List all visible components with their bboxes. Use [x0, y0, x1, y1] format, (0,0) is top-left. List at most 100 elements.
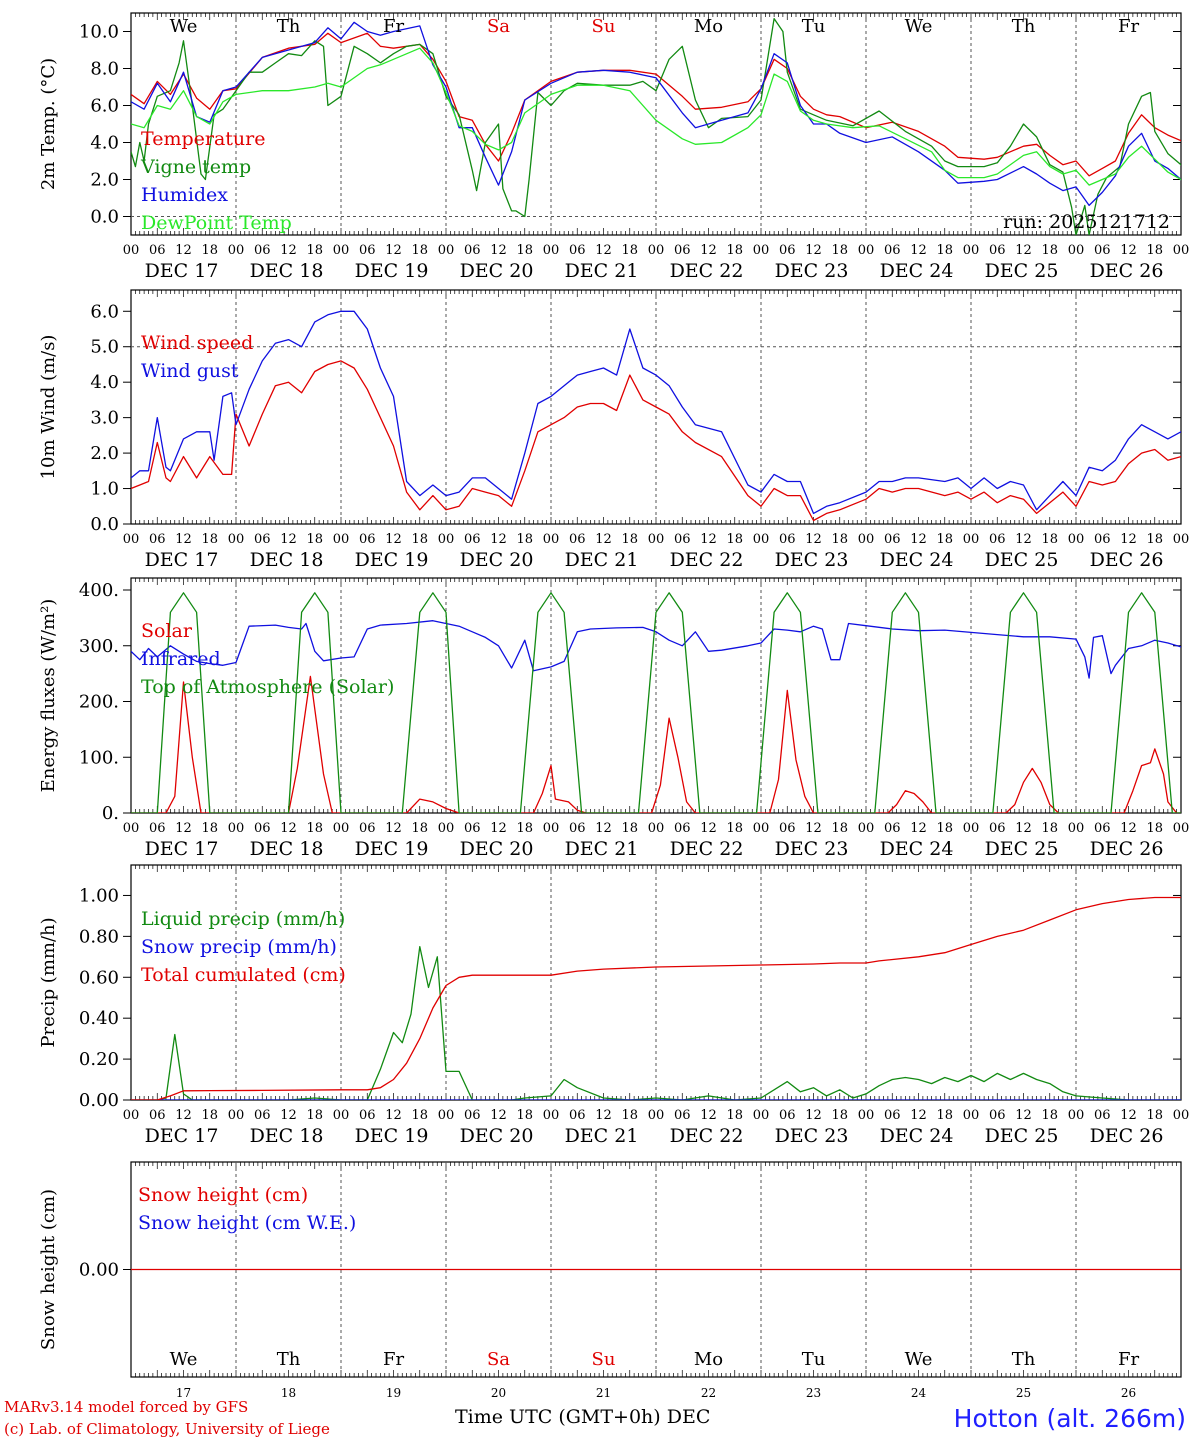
hour-tick-label: 18: [831, 821, 848, 836]
hour-tick-label: 18: [411, 1108, 428, 1123]
date-label: DEC 20: [460, 549, 534, 571]
hour-tick-label: 12: [1120, 1108, 1137, 1123]
hour-tick-label: 18: [936, 532, 953, 547]
hour-tick-label: 06: [464, 821, 481, 836]
hour-tick-label: 00: [858, 821, 875, 836]
hour-tick-label: 00: [438, 1108, 455, 1123]
weekday-label: Fr: [383, 1349, 404, 1370]
date-label: DEC 19: [355, 1125, 429, 1147]
hour-tick-label: 06: [674, 532, 691, 547]
hour-tick-label: 06: [1094, 243, 1111, 258]
legend-entry-dewpoint-temp: DewPoint Temp: [141, 212, 292, 234]
day-number-label: 17: [176, 1386, 191, 1400]
date-label: DEC 19: [355, 838, 429, 860]
y-tick-label: 200.: [79, 692, 119, 713]
hour-tick-label: 12: [700, 821, 717, 836]
hour-tick-label: 06: [779, 532, 796, 547]
y-tick-label: 3.0: [90, 408, 119, 429]
hour-tick-label: 00: [123, 243, 140, 258]
hour-tick-label: 00: [543, 243, 560, 258]
date-label: DEC 17: [145, 1125, 219, 1147]
hour-tick-label: 00: [963, 1108, 980, 1123]
date-label: DEC 20: [460, 838, 534, 860]
weekday-label: We: [170, 1349, 198, 1370]
hour-tick-label: 12: [910, 243, 927, 258]
series-line-dewpoint-temp: [131, 47, 1181, 186]
hour-tick-label: 18: [1146, 821, 1163, 836]
hour-tick-label: 06: [149, 821, 166, 836]
hour-tick-label: 06: [989, 243, 1006, 258]
hour-tick-label: 06: [989, 1108, 1006, 1123]
hour-tick-label: 12: [805, 821, 822, 836]
hour-tick-label: 00: [858, 1108, 875, 1123]
hour-tick-label: 06: [464, 1108, 481, 1123]
hour-tick-label: 00: [648, 821, 665, 836]
hour-tick-label: 00: [123, 532, 140, 547]
hour-tick-label: 00: [1068, 1108, 1085, 1123]
hour-tick-label: 00: [228, 821, 245, 836]
hour-tick-label: 06: [1094, 532, 1111, 547]
hour-tick-label: 00: [753, 532, 770, 547]
series-line-temperature: [131, 32, 1181, 177]
hour-tick-label: 12: [805, 532, 822, 547]
legend-entry-snow-height-cm-w-e: Snow height (cm W.E.): [138, 1212, 356, 1234]
hour-tick-label: 18: [1041, 532, 1058, 547]
hour-tick-label: 18: [621, 243, 638, 258]
panel-temperature: 0.0 2.0 4.0 6.0 8.0 10.0 2m Temp. (°C) Temperat…: [38, 12, 1190, 282]
hour-tick-label: 00: [648, 1108, 665, 1123]
date-label: DEC 26: [1090, 260, 1164, 282]
date-label: DEC 21: [565, 260, 639, 282]
hour-tick-label: 00: [648, 532, 665, 547]
series-line-wind-speed: [131, 360, 1181, 522]
y-tick-label: 1.00: [79, 885, 119, 906]
y-axis-title-snow: Snow height (cm): [38, 1189, 59, 1350]
weekday-label: We: [170, 16, 198, 37]
weekday-label: Fr: [383, 16, 404, 37]
panel-precip: 0.00 0.20 0.40 0.60 0.80 1.00 Precip (mm/h) Liq…: [38, 864, 1189, 1147]
legend-entry-wind-gust: Wind gust: [141, 360, 239, 382]
hour-tick-label: 12: [1120, 821, 1137, 836]
station-label: Hotton (alt. 266m): [954, 1404, 1186, 1433]
y-tick-label: 0.00: [79, 1090, 119, 1111]
hour-tick-label: 06: [569, 821, 586, 836]
hour-tick-label: 00: [753, 821, 770, 836]
date-label: DEC 19: [355, 549, 429, 571]
weekday-label: Mo: [694, 1349, 723, 1370]
legend-entry-humidex: Humidex: [141, 184, 228, 206]
hour-tick-label: 00: [1173, 243, 1190, 258]
hour-tick-label: 06: [359, 243, 376, 258]
date-label: DEC 23: [775, 1125, 849, 1147]
hour-tick-label: 06: [569, 1108, 586, 1123]
hour-tick-label: 12: [175, 1108, 192, 1123]
hour-tick-label: 18: [726, 821, 743, 836]
day-number-label: 26: [1121, 1386, 1136, 1400]
legend-entry-total-cumulated-cm: Total cumulated (cm): [141, 964, 346, 986]
y-tick-label: 0.0: [90, 514, 119, 535]
hour-tick-label: 18: [411, 243, 428, 258]
hour-tick-label: 00: [228, 243, 245, 258]
series-line-wind-gust: [131, 310, 1181, 515]
hour-tick-label: 12: [910, 532, 927, 547]
y-tick-label: 10.0: [79, 22, 119, 43]
date-label: DEC 25: [985, 260, 1059, 282]
legend-entry-infrared: Infrared: [141, 648, 221, 670]
date-label: DEC 17: [145, 260, 219, 282]
hour-tick-label: 06: [779, 243, 796, 258]
hour-tick-label: 12: [490, 821, 507, 836]
hour-tick-label: 00: [753, 1108, 770, 1123]
hour-tick-label: 12: [700, 1108, 717, 1123]
hour-tick-label: 12: [595, 532, 612, 547]
y-tick-label: 6.0: [90, 96, 119, 117]
hour-tick-label: 12: [910, 1108, 927, 1123]
y-tick-label: 4.0: [90, 133, 119, 154]
date-label: DEC 26: [1090, 838, 1164, 860]
panel-wind: 0.0 1.0 2.0 3.0 4.0 5.0 6.0 10m Wind (m/s) Wind …: [38, 289, 1189, 571]
date-label: DEC 26: [1090, 549, 1164, 571]
hour-tick-label: 12: [490, 1108, 507, 1123]
hour-tick-label: 18: [516, 532, 533, 547]
hour-tick-label: 12: [280, 243, 297, 258]
date-label: DEC 26: [1090, 1125, 1164, 1147]
hour-tick-label: 00: [963, 532, 980, 547]
day-number-label: 20: [491, 1386, 506, 1400]
hour-tick-label: 12: [595, 1108, 612, 1123]
